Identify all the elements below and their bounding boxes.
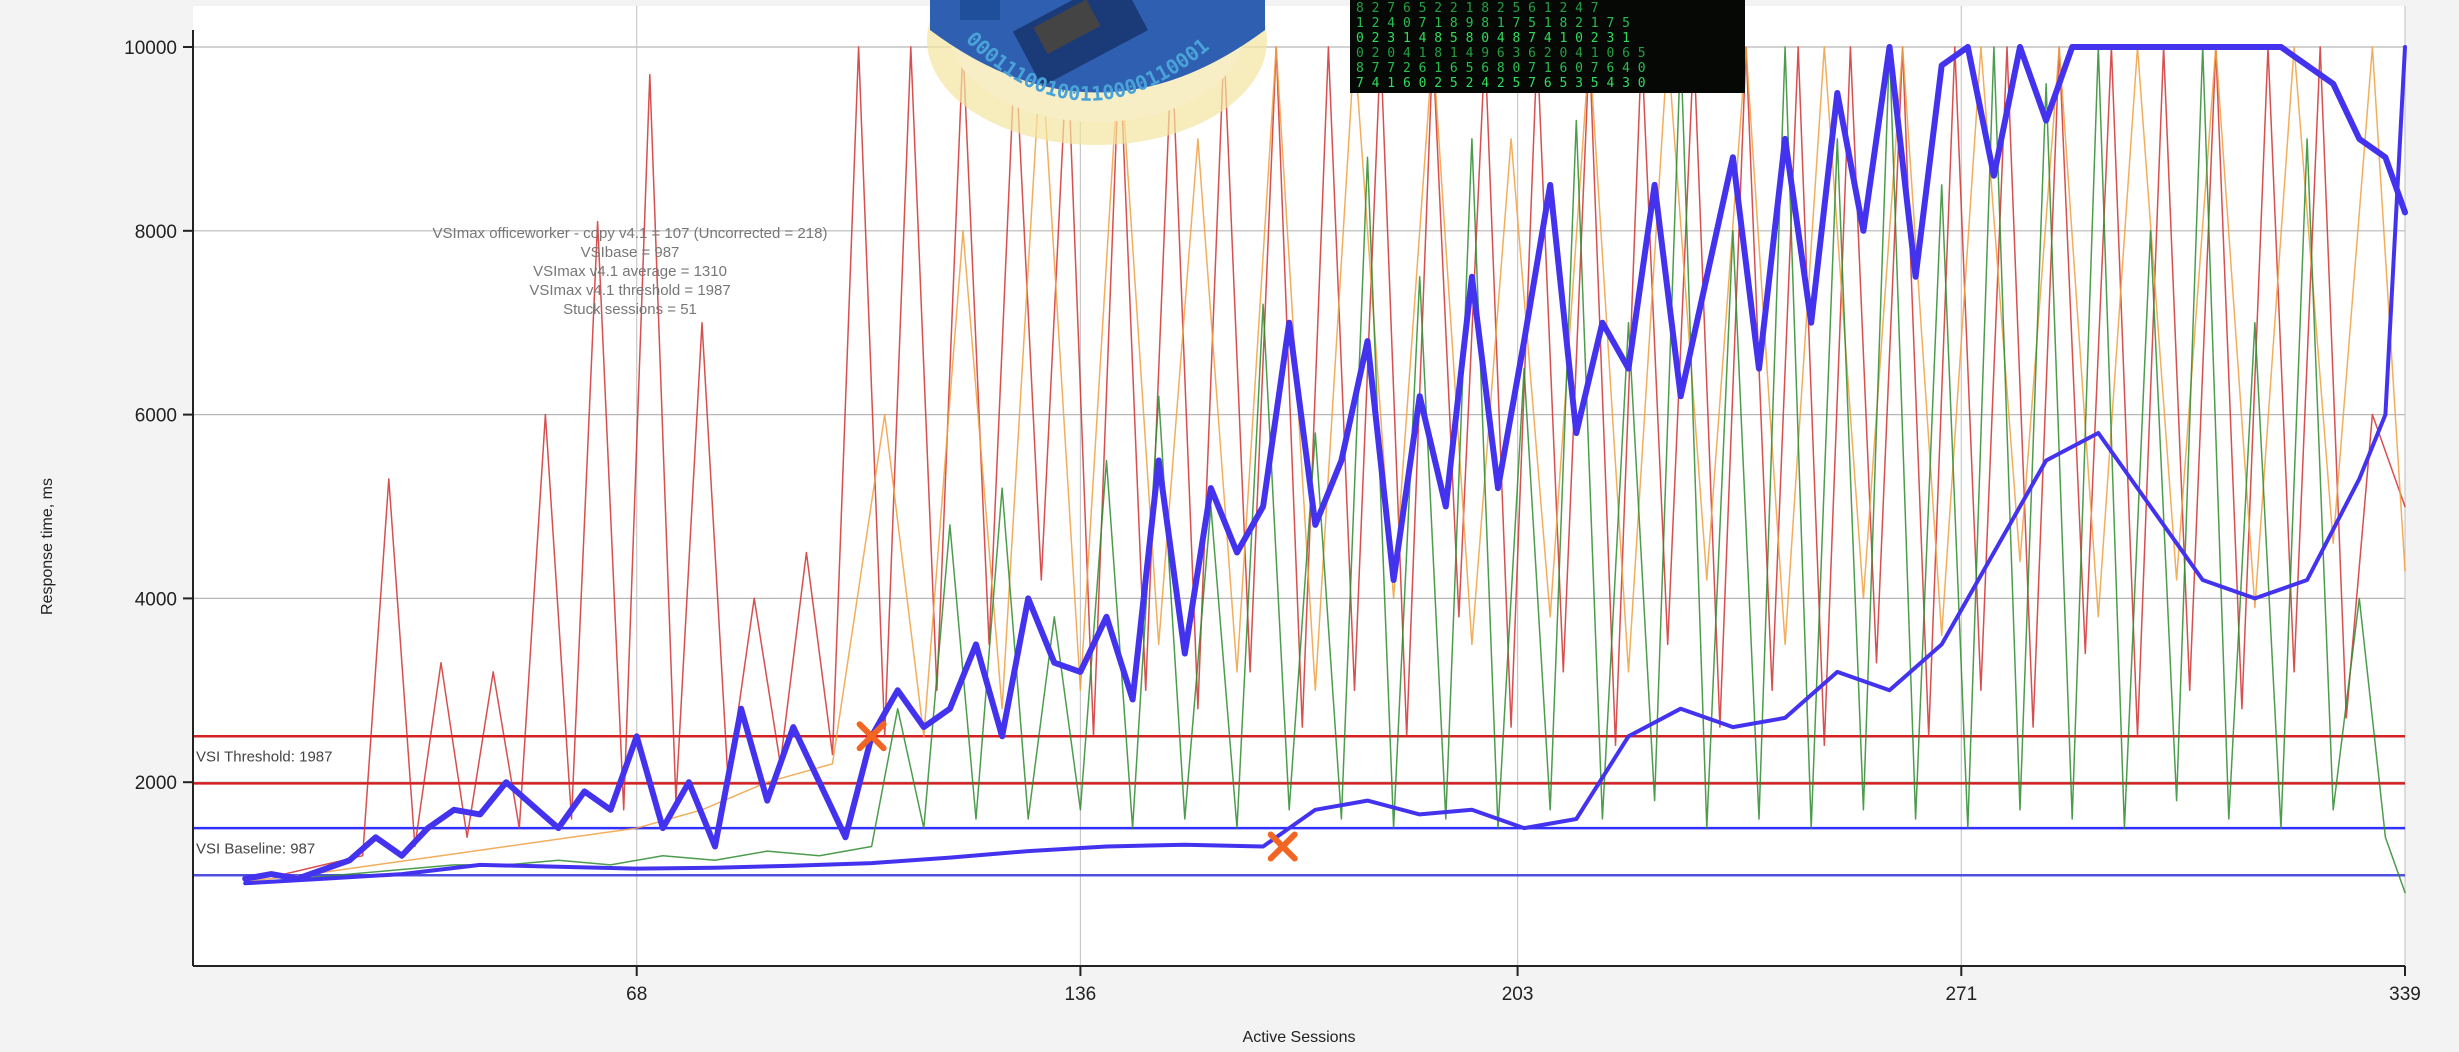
matrix-row: 0 2 3 1 4 8 5 8 0 4 8 7 4 1 0 2 3 1 [1356,31,1630,46]
series-line [243,45,2407,886]
annotation-line: VSImax v4.1 average = 1310 [533,263,727,280]
matrix-row: 8 2 7 6 5 2 2 1 8 2 5 6 1 2 4 7 [1356,1,1599,16]
y-tick-label: 2000 [135,773,177,794]
matrix-code-image: 8 2 7 6 5 2 2 1 8 2 5 6 1 2 4 71 2 4 0 7… [1350,0,1745,93]
series-line [242,44,2408,882]
vsimax-marker [856,721,887,752]
x-axis-title: Active Sessions [1243,1029,1356,1046]
vsimax-annotation: VSImax officeworker - copy v4.1 = 107 (U… [433,225,828,318]
x-tick-label: 271 [1945,984,1977,1005]
markers [856,721,1298,862]
series-line [244,46,2406,880]
marker-stroke [1267,831,1298,862]
series-lines [242,44,2408,894]
x-tick-label: 68 [626,984,647,1005]
annotation-line: VSImax v4.1 threshold = 1987 [529,282,730,299]
matrix-row: 0 2 0 4 1 8 1 4 9 6 3 6 2 0 4 1 0 6 5 [1356,46,1646,61]
y-tick-label: 6000 [135,406,177,427]
matrix-row: 1 2 4 0 7 1 8 9 8 1 7 5 1 8 2 1 7 5 [1356,16,1630,31]
annotation-line: VSIbase = 987 [581,244,680,261]
plot-area [193,6,2405,966]
x-tick-label: 339 [2389,984,2421,1005]
matrix-row: 8 7 7 2 6 1 6 5 6 8 0 7 1 6 0 7 6 4 0 [1356,61,1646,76]
reference-line-label: VSI Threshold: 1987 [196,748,332,765]
annotation-line: VSImax officeworker - copy v4.1 = 107 (U… [433,225,828,242]
annotation-line: Stuck sessions = 51 [563,301,697,318]
matrix-row: 7 4 1 6 0 2 5 2 4 2 5 7 6 5 3 5 4 3 0 [1356,76,1646,91]
vsimax-marker [1267,831,1298,862]
y-tick-label: 10000 [124,38,177,59]
x-tick-label: 136 [1065,984,1097,1005]
y-tick-label: 4000 [135,589,177,610]
marker-stroke [856,721,887,752]
y-axis-title: Response time, ms [39,478,56,615]
series-line [244,46,2406,883]
circuit-board-image: 00011100100110000110001 [927,0,1267,145]
reference-line-label: VSI Baseline: 987 [196,840,315,857]
series-line [244,46,2406,894]
y-tick-label: 8000 [135,222,177,243]
x-tick-label: 203 [1502,984,1534,1005]
axes: 2000 4000 6000 8000 10000 68 136 203 271 339 Activ… [39,30,2421,1046]
